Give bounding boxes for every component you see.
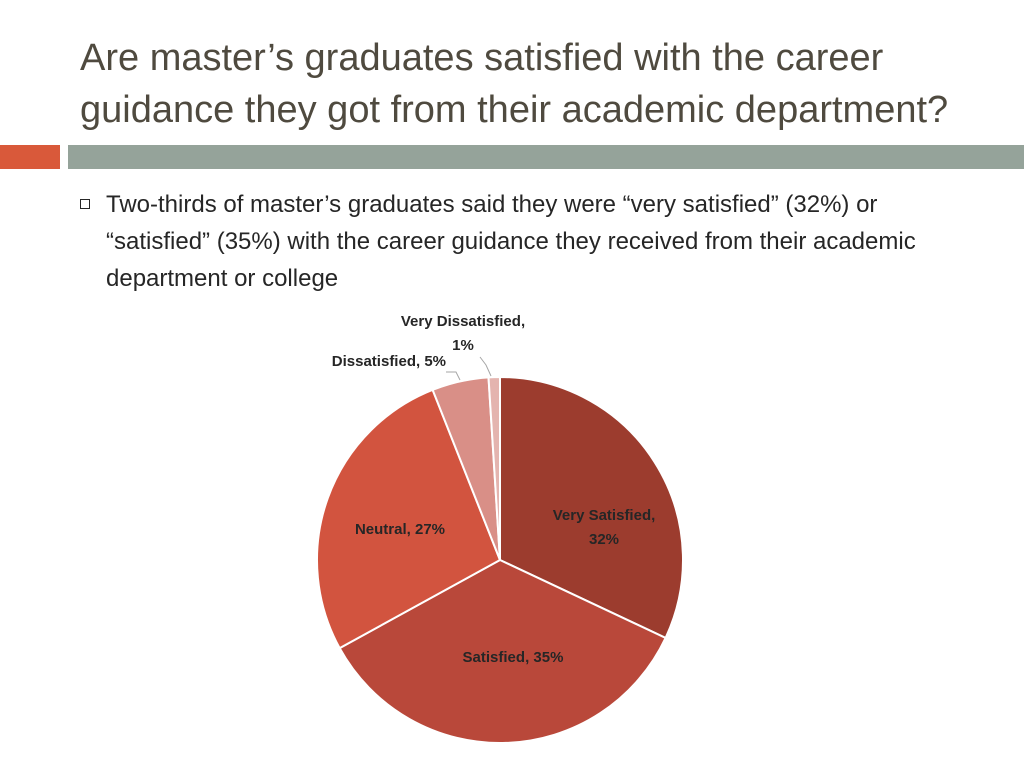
pie-slice-very-dissatisfied	[487, 375, 501, 561]
pie-slice-satisfied	[338, 558, 667, 744]
bullet-item: Two-thirds of master’s graduates said th…	[76, 186, 976, 297]
leader-line-very-dissatisfied	[479, 356, 492, 377]
data-label-very-dissatisfied: Very Dissatisfied, 1%	[401, 313, 525, 354]
data-label-dissatisfied: Dissatisfied, 5%	[332, 353, 446, 370]
pie-slice-neutral	[316, 388, 502, 650]
data-label-satisfied: Satisfied, 35%	[463, 649, 564, 666]
square-bullet-icon	[80, 199, 90, 209]
slide-title: Are master’s graduates satisfied with th…	[80, 32, 1000, 136]
data-label-very-satisfied: Very Satisfied, 32%	[553, 507, 656, 548]
data-label-neutral: Neutral, 27%	[355, 521, 445, 538]
bullet-text: Two-thirds of master’s graduates said th…	[106, 191, 916, 292]
slide-title-line-1: Are master’s graduates satisfied with th…	[80, 37, 884, 79]
slide-title-line-2: guidance they got from their academic de…	[80, 89, 949, 131]
bullet-list: Two-thirds of master’s graduates said th…	[76, 186, 976, 297]
title-accent-bar-orange	[0, 145, 60, 169]
leader-line-dissatisfied	[446, 371, 461, 381]
title-accent-bar-gray	[68, 145, 1024, 169]
pie-slice-very-satisfied	[499, 375, 684, 640]
